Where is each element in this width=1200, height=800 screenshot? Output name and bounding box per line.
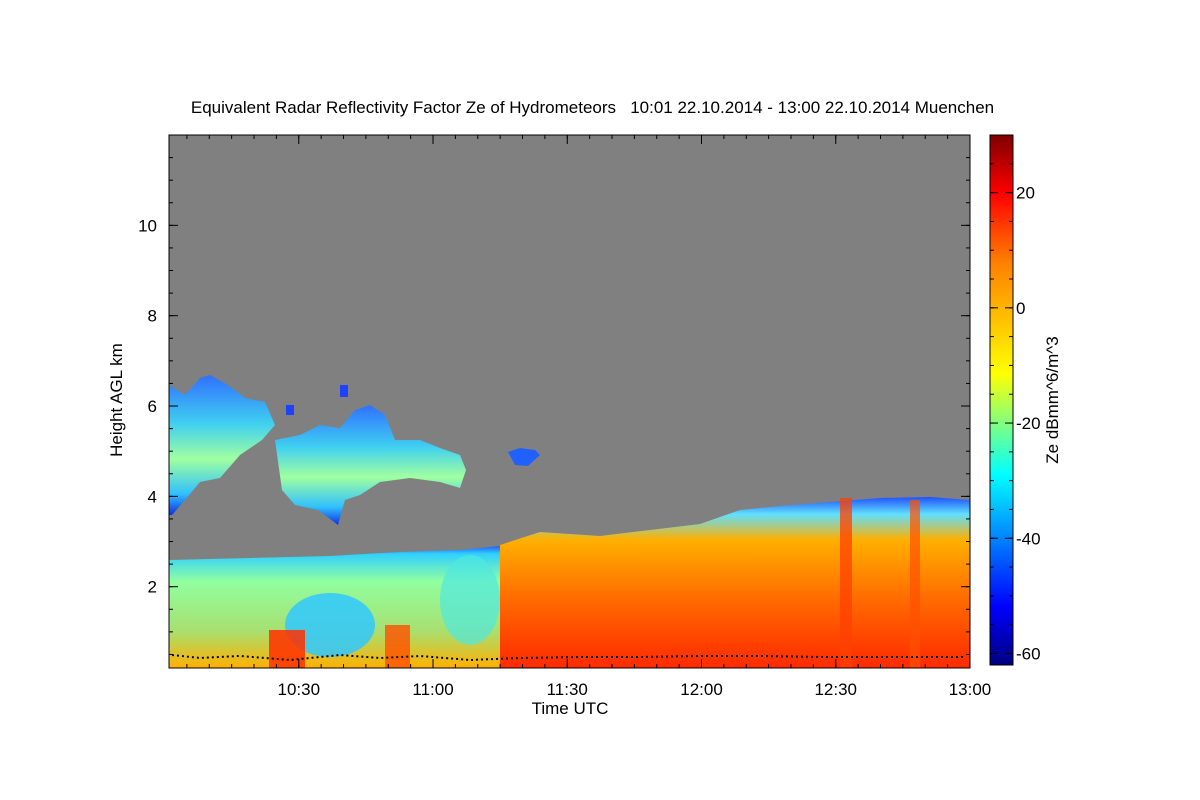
x-tick-label: 12:00 — [680, 680, 723, 699]
colorbar — [989, 134, 1014, 666]
colorbar-tick-label: -40 — [1016, 529, 1041, 548]
x-tick-label: 13:00 — [949, 680, 992, 699]
x-tick-label: 11:30 — [547, 680, 588, 699]
y-tick-label: 2 — [148, 578, 157, 597]
plot-frame — [168, 134, 971, 669]
y-tick-label: 8 — [148, 307, 157, 326]
y-axis: 2 4 6 8 10 — [138, 157, 970, 655]
upper-cloud-3 — [508, 448, 540, 466]
x-tick-label: 12:30 — [814, 680, 857, 699]
y-tick-label: 6 — [148, 397, 157, 416]
upper-cloud-4 — [340, 385, 348, 397]
colorbar-label: Ze dBmm^6/m^3 — [1043, 336, 1062, 463]
colorbar-tick-label: 20 — [1016, 184, 1035, 203]
lower-layer-late — [500, 497, 970, 668]
reflectivity-field — [169, 375, 970, 668]
weak-echo-patch — [285, 593, 375, 657]
chart-title: Equivalent Radar Reflectivity Factor Ze … — [190, 98, 995, 117]
colorbar-tick-label: -20 — [1016, 414, 1041, 433]
x-tick-label: 10:30 — [277, 680, 320, 699]
surface-echo-1 — [269, 630, 305, 668]
y-axis-label: Height AGL km — [107, 343, 126, 457]
x-tick-label: 11:00 — [412, 680, 453, 699]
convective-tower-1 — [840, 498, 852, 668]
x-axis-label: Time UTC — [532, 699, 609, 718]
upper-cloud-2 — [275, 405, 466, 525]
weak-echo-patch-2 — [440, 555, 500, 645]
surface-echo-2 — [385, 625, 410, 668]
upper-cloud-1 — [169, 375, 275, 515]
y-tick-label: 10 — [138, 216, 157, 235]
x-axis: 10:30 11:00 11:30 12:00 12:30 13:00 — [186, 135, 992, 699]
colorbar-ticks: 20 0 -20 -40 -60 — [990, 134, 1041, 663]
upper-cloud-5 — [286, 405, 294, 415]
colorbar-tick-label: 0 — [1016, 299, 1025, 318]
y-tick-label: 4 — [148, 487, 157, 506]
convective-tower-2 — [910, 500, 920, 668]
colorbar-tick-label: -60 — [1016, 644, 1041, 663]
